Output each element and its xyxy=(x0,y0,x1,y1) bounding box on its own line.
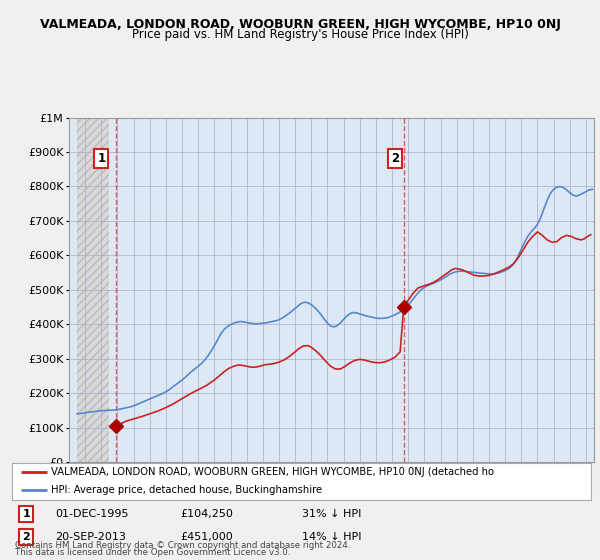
Text: VALMEADA, LONDON ROAD, WOOBURN GREEN, HIGH WYCOMBE, HP10 0NJ: VALMEADA, LONDON ROAD, WOOBURN GREEN, HI… xyxy=(40,18,560,31)
Text: VALMEADA, LONDON ROAD, WOOBURN GREEN, HIGH WYCOMBE, HP10 0NJ (detached ho: VALMEADA, LONDON ROAD, WOOBURN GREEN, HI… xyxy=(52,467,494,477)
Text: 14% ↓ HPI: 14% ↓ HPI xyxy=(302,531,361,542)
Text: Price paid vs. HM Land Registry's House Price Index (HPI): Price paid vs. HM Land Registry's House … xyxy=(131,28,469,41)
Text: HPI: Average price, detached house, Buckinghamshire: HPI: Average price, detached house, Buck… xyxy=(52,486,322,496)
Text: Contains HM Land Registry data © Crown copyright and database right 2024.: Contains HM Land Registry data © Crown c… xyxy=(15,541,350,550)
Text: 2: 2 xyxy=(391,152,400,165)
Text: £451,000: £451,000 xyxy=(180,531,233,542)
Text: 1: 1 xyxy=(23,508,31,519)
Text: £104,250: £104,250 xyxy=(180,508,233,519)
Text: 2: 2 xyxy=(23,531,31,542)
Text: 1: 1 xyxy=(97,152,106,165)
Text: 31% ↓ HPI: 31% ↓ HPI xyxy=(302,508,361,519)
Text: 20-SEP-2013: 20-SEP-2013 xyxy=(55,531,127,542)
Text: This data is licensed under the Open Government Licence v3.0.: This data is licensed under the Open Gov… xyxy=(15,548,290,557)
Text: 01-DEC-1995: 01-DEC-1995 xyxy=(55,508,129,519)
